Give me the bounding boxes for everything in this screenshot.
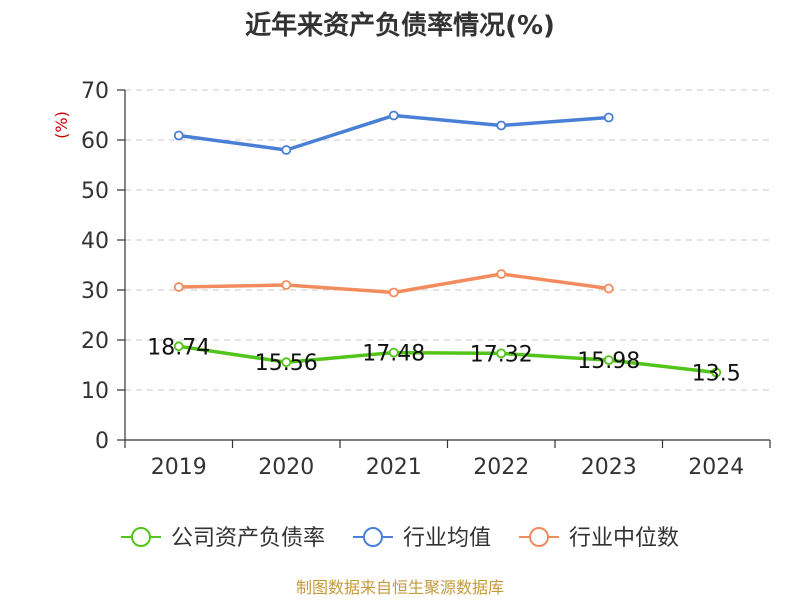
- data-point: [173, 282, 184, 292]
- y-axis-label: (%): [52, 111, 71, 139]
- y-tick-label: 40: [81, 229, 109, 254]
- data-point: [603, 283, 614, 294]
- legend-label: 行业均值: [403, 526, 491, 551]
- data-label: 17.48: [362, 342, 425, 367]
- x-tick-label: 2023: [581, 455, 637, 480]
- chart-title: 近年来资产负债率情况(%): [245, 10, 555, 41]
- legend-marker: [131, 527, 151, 547]
- legend-item: 行业中位数: [519, 526, 679, 551]
- y-tick-label: 70: [81, 79, 109, 104]
- legend-marker: [529, 527, 549, 547]
- data-point: [281, 357, 292, 368]
- data-point: [496, 348, 507, 359]
- data-point: [496, 269, 507, 279]
- legend-label: 行业中位数: [569, 526, 679, 551]
- series-line: [177, 344, 718, 375]
- data-point: [173, 341, 184, 352]
- x-tick-label: 2019: [151, 455, 207, 480]
- legend-item: 公司资产负债率: [121, 526, 325, 551]
- data-point: [281, 145, 292, 155]
- data-point: [388, 287, 399, 298]
- data-label: 13.5: [692, 362, 741, 387]
- series-layer: [173, 110, 722, 378]
- data-point: [711, 367, 722, 378]
- data-labels: 18.74 15.56 17.48 17.32 15.98 13.5: [147, 335, 740, 386]
- data-point: [388, 347, 399, 358]
- y-tick-label: 30: [81, 279, 109, 304]
- y-tick-label: 0: [95, 429, 109, 454]
- y-tick-label: 10: [81, 379, 109, 404]
- legend-item: 行业均值: [353, 526, 491, 551]
- source-note: 制图数据来自恒生聚源数据库: [296, 578, 504, 597]
- series-line: [177, 113, 611, 152]
- x-tick-label: 2022: [473, 455, 529, 480]
- y-tick-label: 50: [81, 179, 109, 204]
- data-point: [388, 110, 399, 121]
- data-label: 17.32: [470, 342, 533, 367]
- legend-label: 公司资产负债率: [171, 526, 325, 551]
- data-label: 18.74: [147, 335, 210, 360]
- data-point: [496, 120, 507, 131]
- data-point: [603, 355, 614, 366]
- x-tick-label: 2020: [258, 455, 314, 480]
- x-tick-label: 2024: [688, 455, 744, 480]
- data-label: 15.98: [577, 349, 640, 374]
- x-tick-label: 2021: [366, 455, 422, 480]
- data-point: [173, 130, 184, 141]
- gridlines: [125, 89, 770, 391]
- data-point: [603, 112, 614, 123]
- axes: 0 10 20 30 40 50 60 70 2019 2020 2021 2022 2023 2024: [81, 79, 771, 480]
- data-point: [281, 280, 292, 290]
- y-tick-label: 20: [81, 329, 109, 354]
- legend-marker: [363, 527, 383, 547]
- data-label: 15.56: [255, 351, 318, 376]
- y-tick-label: 60: [81, 129, 109, 154]
- legend: 公司资产负债率 行业均值 行业中位数: [121, 526, 679, 551]
